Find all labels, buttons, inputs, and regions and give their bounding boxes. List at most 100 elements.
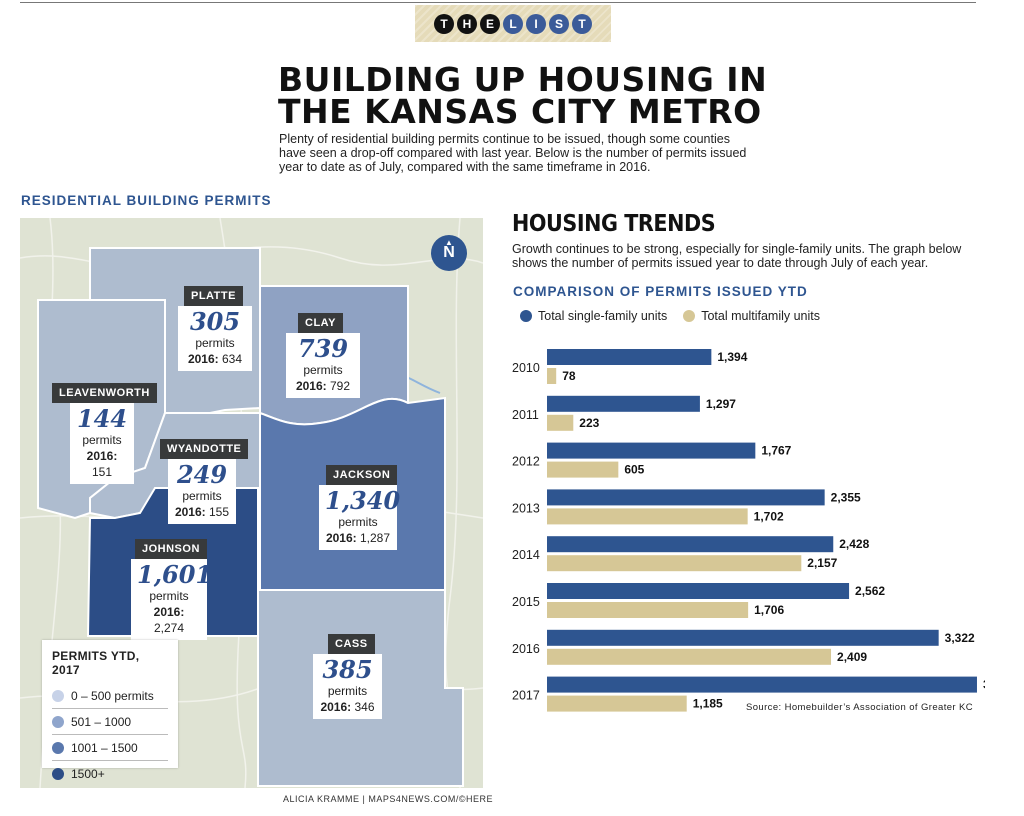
map-credit: ALICIA KRAMME | MAPS4NEWS.COM/©HERE [283, 794, 494, 804]
map-heading: RESIDENTIAL BUILDING PERMITS [21, 193, 272, 208]
county-card-wyandotte: 249 permits 2016: 155 [168, 459, 236, 524]
badge-letter: L [503, 13, 523, 34]
badge-letter: T [434, 13, 454, 34]
multifamily-bar [547, 695, 687, 712]
single-family-bar [547, 583, 850, 599]
county-prev-label: 2016: [187, 352, 219, 366]
county-permits-2016: 2,274 [153, 621, 185, 635]
map-legend: PERMITS YTD, 2017 0 – 500 permits 501 – … [42, 640, 178, 781]
county-permits-2016: 155 [209, 505, 230, 519]
series-name: Total single-family units [538, 309, 668, 323]
north-label: N [443, 244, 455, 261]
county-card-jackson: 1,340 permits 2016: 1,287 [319, 485, 401, 550]
multifamily-bar [547, 508, 748, 525]
single-family-bar [547, 395, 700, 412]
bar-value-label: 78 [562, 369, 576, 383]
county-permits-unit: permits [82, 433, 122, 447]
badge-letter: S [549, 13, 569, 34]
legend-label: 0 – 500 permits [71, 688, 154, 703]
chart-source: Source: Homebuilder’s Association of Gre… [746, 702, 974, 713]
single-family-bar [547, 442, 756, 459]
county-permits-2016: 634 [222, 352, 243, 366]
legend-swatch [520, 310, 532, 322]
county-name-wyandotte: WYANDOTTE [160, 439, 249, 459]
year-label: 2010 [512, 361, 540, 375]
map-legend-item: 501 – 1000 [52, 709, 168, 735]
legend-label: 1001 – 1500 [71, 740, 138, 755]
year-label: 2011 [512, 408, 539, 422]
multifamily-bar [547, 602, 749, 618]
bar-value-label: 3,322 [945, 631, 975, 645]
county-prev-label: 2016: [153, 605, 185, 619]
county-prev-label: 2016: [325, 531, 357, 545]
county-permits-2017: 739 [297, 334, 349, 363]
county-name-cass: CASS [328, 634, 375, 654]
top-rule [20, 2, 976, 3]
bar-value-label: 1,394 [717, 350, 747, 364]
badge-letter: I [526, 13, 546, 34]
county-permits-2017: 249 [176, 460, 228, 489]
county-name-jackson: JACKSON [326, 465, 398, 485]
badge-letter: T [572, 13, 592, 34]
badge-letter: E [480, 13, 500, 34]
county-permits-unit: permits [149, 589, 189, 603]
year-label: 2013 [512, 501, 540, 515]
county-permits-2017: 385 [322, 655, 373, 684]
bar-value-label: 1,185 [693, 697, 723, 711]
bar-value-label: 2,355 [831, 490, 861, 504]
county-prev-label: 2016: [320, 700, 352, 714]
county-prev-label: 2016: [295, 379, 327, 393]
county-permits-2017: 144 [76, 404, 128, 433]
multifamily-bar [547, 648, 832, 665]
legend-swatch [683, 310, 696, 322]
county-permits-2017: 305 [189, 307, 241, 336]
single-family-bar [547, 536, 834, 553]
chart-legend-item: Total multifamily units [683, 309, 820, 323]
title-line-2: THE KANSAS CITY METRO [278, 92, 762, 131]
trends-title: HOUSING TRENDS [512, 211, 716, 237]
north-arrow-icon: ▲ N [431, 235, 467, 271]
bar-value-label: 3,647 [983, 678, 985, 692]
trends-description: Growth continues to be strong, especiall… [512, 242, 962, 270]
county-permits-2016: 151 [91, 465, 113, 479]
legend-label: 501 – 1000 [71, 714, 132, 729]
county-permits-unit: permits [303, 363, 343, 377]
single-family-bar [547, 629, 939, 646]
single-family-bar [547, 676, 977, 693]
county-permits-2017: 1,340 [325, 486, 401, 515]
single-family-bar [547, 349, 712, 365]
county-card-johnson: 1,601 permits 2016: 2,274 [131, 559, 213, 640]
county-name-johnson: JOHNSON [135, 539, 207, 559]
multifamily-bar [547, 555, 802, 572]
year-label: 2015 [512, 595, 540, 609]
bar-value-label: 223 [579, 416, 599, 430]
the-list-badge: T H E L I S T [415, 5, 611, 42]
single-family-bar [547, 489, 825, 506]
county-card-leavenworth: 144 permits 2016: 151 [70, 403, 134, 484]
year-label: 2016 [512, 642, 540, 656]
chart-legend-item: Total single-family units [520, 309, 667, 323]
page-title: BUILDING UP HOUSING IN THE KANSAS CITY M… [278, 63, 798, 131]
county-permits-unit: permits [338, 515, 378, 529]
county-name-platte: PLATTE [184, 286, 243, 306]
legend-label: 1500+ [71, 766, 105, 781]
county-card-platte: 305 permits 2016: 634 [178, 306, 252, 371]
legend-swatch [52, 741, 64, 754]
county-prev-label: 2016: [86, 449, 118, 463]
bar-value-label: 2,409 [837, 650, 867, 664]
county-permits-unit: permits [182, 489, 222, 503]
badge-letter: H [457, 13, 477, 34]
map-legend-item: 1500+ [52, 761, 168, 786]
county-permits-2016: 1,287 [360, 531, 391, 545]
chart-heading: COMPARISON OF PERMITS ISSUED YTD [513, 284, 808, 299]
map-legend-item: 0 – 500 permits [52, 683, 168, 709]
multifamily-bar [547, 414, 574, 431]
bar-value-label: 1,706 [754, 603, 784, 617]
legend-swatch [52, 715, 64, 728]
county-permits-2017: 1,601 [137, 560, 213, 589]
year-label: 2012 [512, 455, 540, 469]
county-name-leavenworth: LEAVENWORTH [52, 383, 157, 403]
county-prev-label: 2016: [174, 505, 206, 519]
bar-value-label: 2,562 [855, 584, 885, 598]
county-card-clay: 739 permits 2016: 792 [286, 333, 360, 398]
